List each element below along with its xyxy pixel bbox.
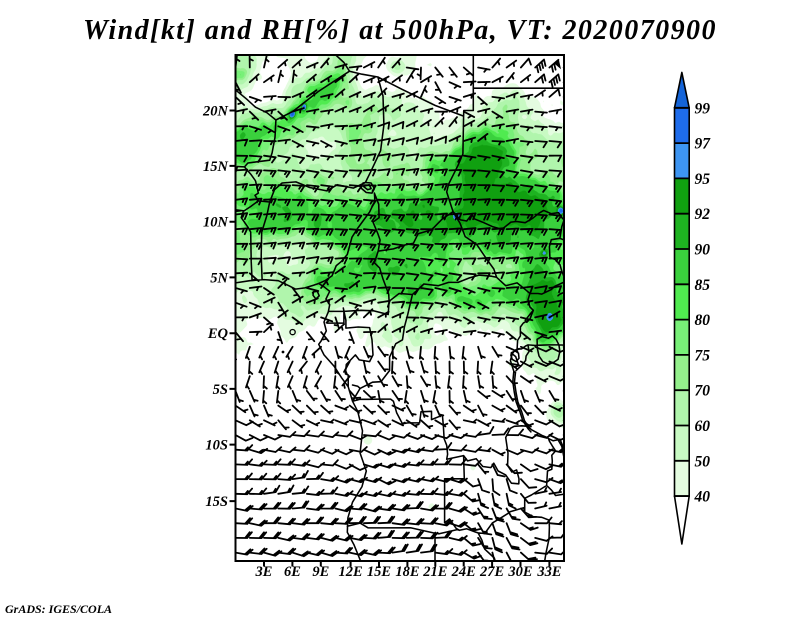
svg-text:80: 80 <box>695 312 711 329</box>
svg-text:GrADS: IGES/COLA: GrADS: IGES/COLA <box>5 602 112 616</box>
svg-text:97: 97 <box>695 136 712 153</box>
svg-text:70: 70 <box>695 383 711 400</box>
svg-text:92: 92 <box>695 206 711 223</box>
svg-text:EQ: EQ <box>207 326 229 342</box>
svg-text:10N: 10N <box>203 215 229 231</box>
svg-text:75: 75 <box>695 347 711 364</box>
svg-text:Wind[kt] and RH[%] at 500hPa,: Wind[kt] and RH[%] at 500hPa, VT: 202007… <box>83 15 717 46</box>
svg-text:9E: 9E <box>312 564 329 580</box>
svg-text:24E: 24E <box>451 564 477 580</box>
svg-text:99: 99 <box>695 100 711 117</box>
svg-text:15S: 15S <box>205 494 228 510</box>
svg-text:6E: 6E <box>284 564 301 580</box>
svg-text:60: 60 <box>695 418 711 435</box>
svg-text:5S: 5S <box>213 382 228 398</box>
svg-text:18E: 18E <box>395 564 420 580</box>
svg-text:50: 50 <box>695 453 711 470</box>
svg-text:30E: 30E <box>507 564 533 580</box>
svg-text:5N: 5N <box>210 270 228 286</box>
svg-text:33E: 33E <box>536 564 562 580</box>
svg-text:21E: 21E <box>422 564 448 580</box>
svg-text:27E: 27E <box>479 564 505 580</box>
svg-text:20N: 20N <box>202 104 229 120</box>
svg-text:12E: 12E <box>339 564 364 580</box>
svg-text:15N: 15N <box>203 159 229 175</box>
svg-text:10S: 10S <box>205 438 228 454</box>
svg-text:85: 85 <box>695 277 711 294</box>
svg-text:95: 95 <box>695 171 711 188</box>
svg-text:40: 40 <box>694 489 711 506</box>
svg-text:3E: 3E <box>255 564 273 580</box>
svg-text:90: 90 <box>695 242 711 259</box>
svg-text:15E: 15E <box>367 564 392 580</box>
